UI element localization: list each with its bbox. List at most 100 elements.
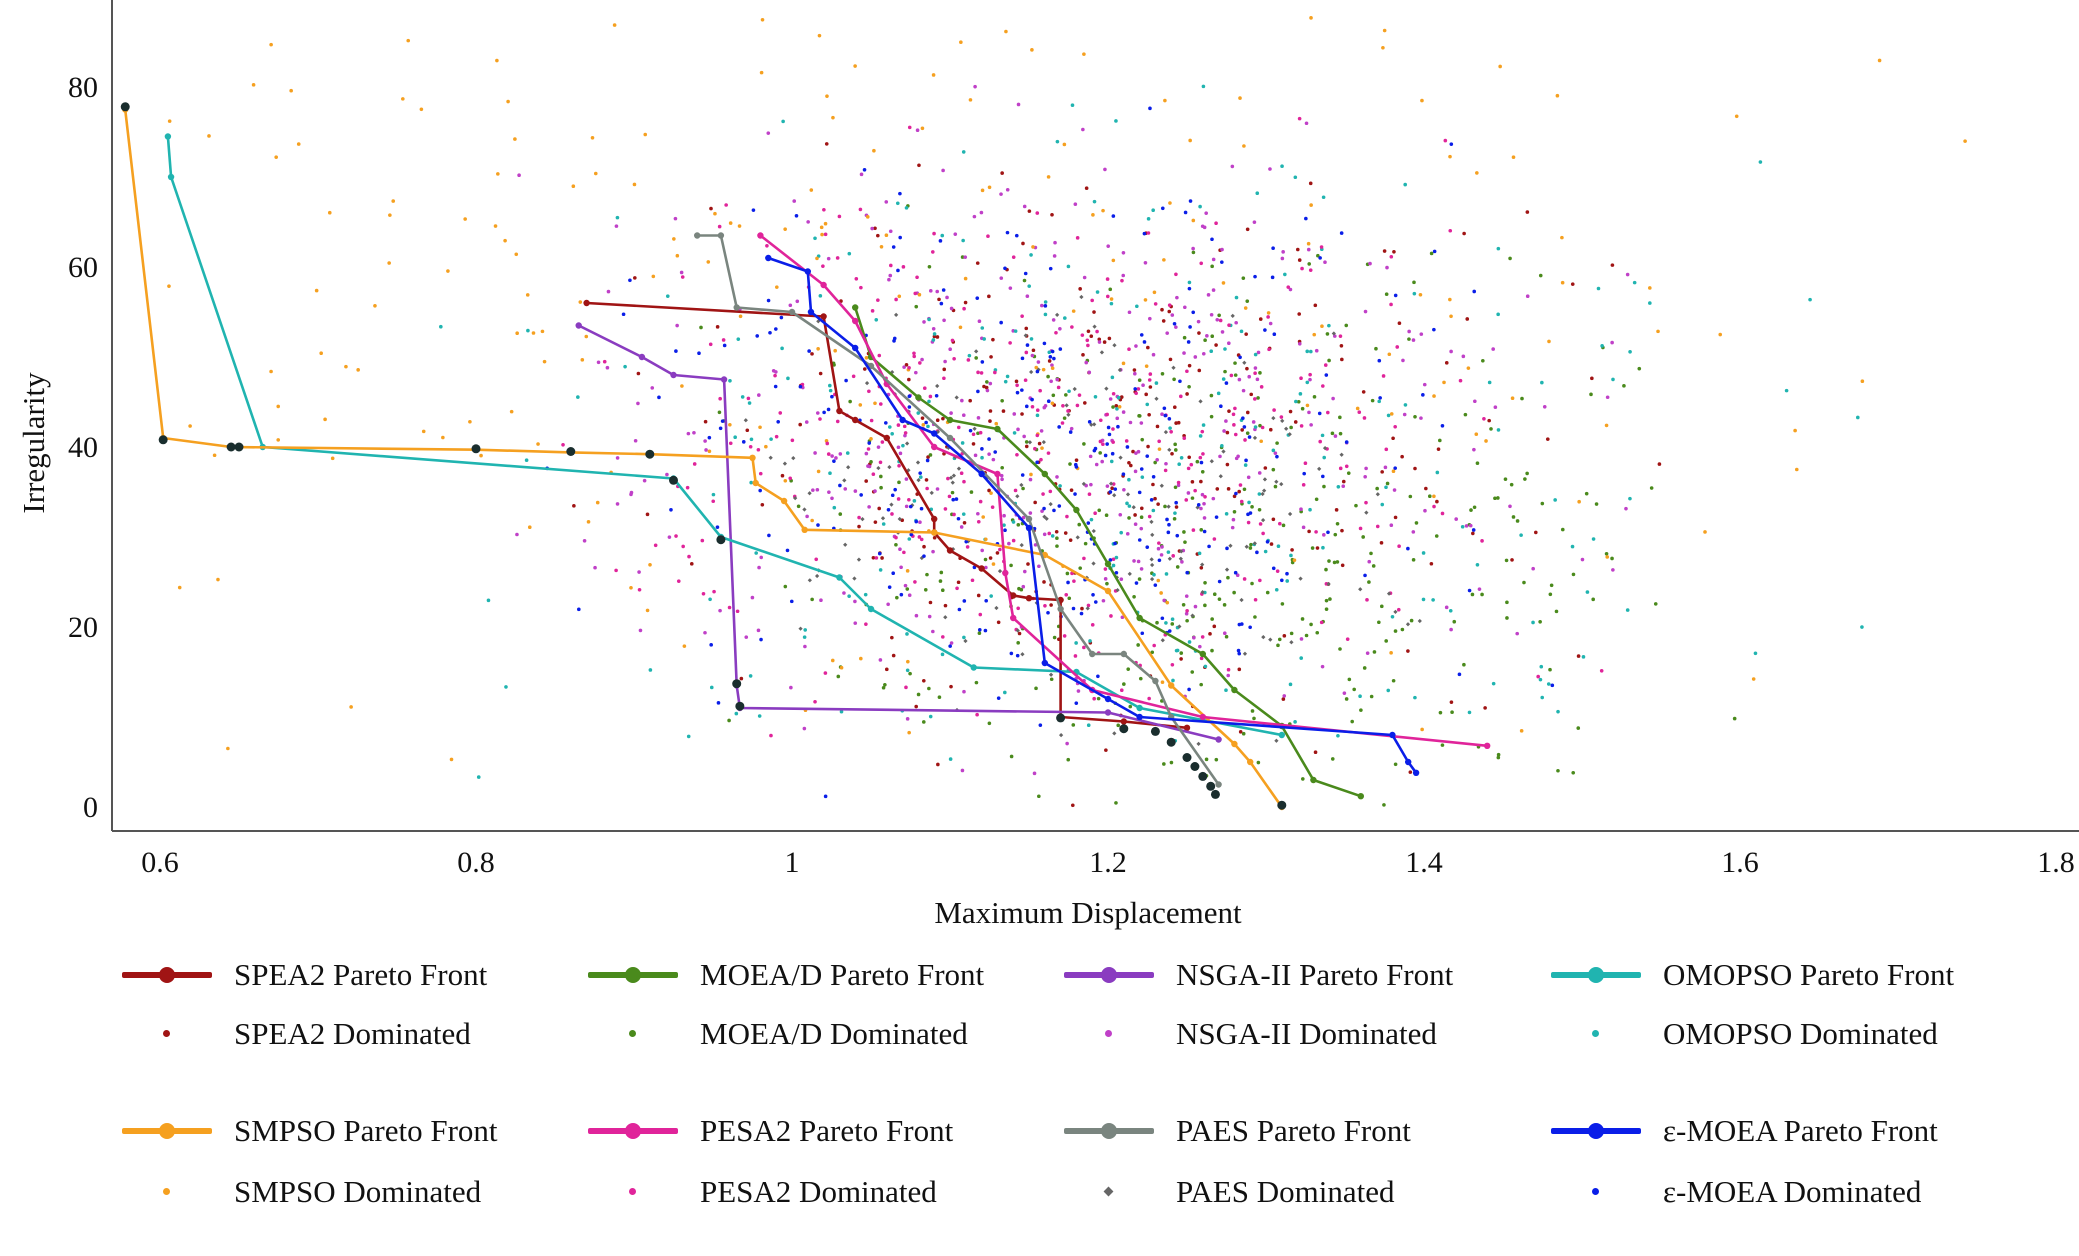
dominated-point [1322,533,1326,537]
dominated-point [1221,377,1226,381]
front-marker-point [732,679,742,689]
pareto-front-point [717,232,725,239]
dominated-point [1625,272,1630,277]
dominated-point [1198,455,1203,460]
dominated-point [1091,561,1096,566]
dominated-point [909,532,914,537]
dominated-point [1051,318,1056,322]
dominated-point [767,533,771,538]
dominated-point [1314,497,1319,502]
dominated-point [780,473,785,478]
pareto-front-point [1484,742,1491,749]
x-axis-title: Maximum Displacement [934,895,1242,930]
dominated-point [1022,434,1026,439]
dominated-point [949,306,954,311]
dominated-point [1099,350,1105,355]
pareto-front-point [820,313,827,320]
dominated-point [813,236,817,241]
dominated-point [924,420,928,425]
dominated-point [1142,231,1147,236]
dominated-point [864,355,869,360]
dominated-point [993,450,998,454]
dominated-point [1324,567,1328,572]
dominated-point [834,456,838,460]
dominated-point [207,134,211,138]
dominated-point [1250,709,1255,713]
dominated-point [1375,492,1380,497]
dominated-point [1153,583,1158,587]
dominated-point [1372,650,1377,654]
dominated-point [864,451,869,456]
dominated-point [1210,334,1215,339]
dominated-point [876,445,881,449]
dominated-point [1008,341,1012,345]
dominated-point [1124,439,1129,443]
dominated-point [1465,317,1470,321]
dominated-point [1338,431,1343,436]
dominated-point [867,389,871,394]
dominated-point [1363,573,1367,578]
dominated-point [701,591,706,596]
dominated-point [1538,619,1542,624]
dominated-point [1392,249,1396,254]
dominated-point [1305,403,1310,408]
dominated-point [826,407,831,412]
dominated-point [1058,347,1063,351]
dominated-point [1339,343,1344,348]
dominated-point [561,442,565,447]
dominated-point [1060,421,1065,425]
dominated-point [1503,477,1508,481]
dominated-point [796,504,801,509]
dominated-point [1137,538,1142,542]
dominated-point [1174,648,1179,653]
dominated-point [1703,530,1707,534]
dominated-point [948,347,952,352]
dominated-point [1005,374,1010,379]
dominated-point [871,472,876,477]
dominated-point [1389,254,1394,259]
dominated-point [846,465,851,470]
dominated-point [1576,726,1581,730]
dominated-point [1139,333,1144,337]
dominated-point [1105,412,1109,417]
dominated-point [1090,298,1094,303]
dominated-point [1170,451,1174,456]
dominated-point [653,543,658,548]
dominated-point [935,487,940,491]
dominated-point [1628,496,1632,501]
dominated-point [1274,738,1279,743]
dominated-point [1438,438,1442,443]
dominated-point [1289,425,1293,430]
dominated-point [747,401,752,405]
dominated-point [987,452,991,456]
dominated-point [1115,587,1120,593]
dominated-point [1037,794,1041,799]
dominated-point [920,357,924,362]
dominated-point [887,464,892,470]
dominated-point [1087,492,1092,497]
dominated-point [1218,474,1223,479]
dominated-point [816,346,820,351]
dominated-point [922,386,927,391]
dominated-point [1522,580,1526,585]
dominated-point [968,398,972,403]
dominated-point [330,456,335,461]
dominated-point [1449,142,1454,146]
dominated-point [1260,518,1266,523]
dominated-point [1021,584,1026,589]
dominated-point [1000,465,1004,470]
x-tick-label: 1.6 [1721,846,1759,879]
dominated-point [576,395,580,399]
dominated-point [1068,462,1072,466]
dominated-point [928,714,933,719]
dominated-point [495,58,499,63]
dominated-point [1187,384,1191,389]
dominated-point [803,628,808,632]
dominated-point [1035,413,1040,418]
dominated-point [1184,594,1189,598]
dominated-point [638,628,643,633]
dominated-point [1272,332,1277,336]
dominated-point [1179,455,1184,460]
dominated-point [1238,730,1243,734]
